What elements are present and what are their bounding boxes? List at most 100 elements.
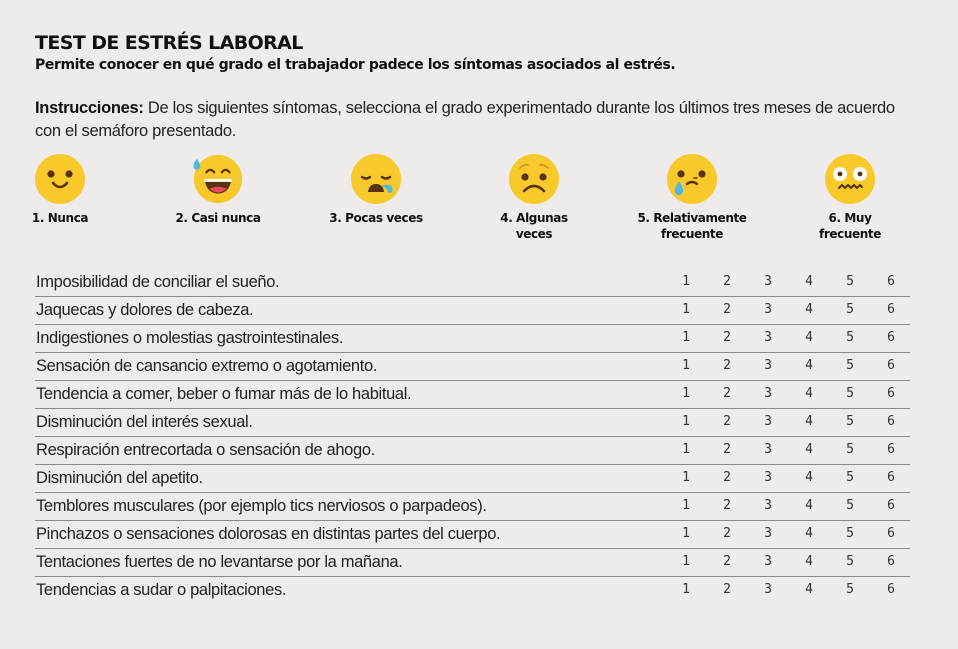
rating-option-1[interactable]: 1: [682, 526, 690, 541]
rating-option-3[interactable]: 3: [764, 554, 772, 569]
scale-label: 1. Nunca: [31, 211, 89, 225]
rating-option-2[interactable]: 2: [723, 414, 731, 429]
rating-option-6[interactable]: 6: [887, 498, 895, 513]
symptom-label: Tentaciones fuertes de no levantarse por…: [36, 553, 403, 571]
smiling-face-icon: [35, 154, 85, 204]
symptom-table: Imposibilidad de conciliar el sueño. 1 2 3 4…: [35, 269, 910, 604]
rating-option-2[interactable]: 2: [723, 358, 731, 373]
symptom-label: Pinchazos o sensaciones dolorosas en dis…: [36, 525, 501, 543]
rating-option-6[interactable]: 6: [887, 274, 895, 289]
rating-option-1[interactable]: 1: [682, 414, 690, 429]
rating-option-5[interactable]: 5: [846, 582, 854, 597]
rating-option-2[interactable]: 2: [723, 386, 731, 401]
rating-option-3[interactable]: 3: [764, 302, 772, 317]
instructions-label: Instrucciones:: [35, 99, 144, 117]
symptom-row: Sensación de cansancio extremo o agotami…: [35, 353, 910, 381]
rating-option-5[interactable]: 5: [846, 414, 854, 429]
rating-option-4[interactable]: 4: [805, 414, 813, 429]
symptom-row: Tentaciones fuertes de no levantarse por…: [35, 549, 910, 577]
rating-option-4[interactable]: 4: [805, 274, 813, 289]
symptom-row: Jaquecas y dolores de cabeza. 1 2 3 4 5 6: [35, 297, 910, 325]
rating-option-2[interactable]: 2: [723, 274, 731, 289]
rating-option-2[interactable]: 2: [723, 526, 731, 541]
rating-option-6[interactable]: 6: [887, 470, 895, 485]
anxious-face-icon: [825, 154, 875, 204]
symptom-label: Respiración entrecortada o sensación de …: [36, 441, 375, 459]
rating-option-1[interactable]: 1: [682, 498, 690, 513]
rating-option-4[interactable]: 4: [805, 498, 813, 513]
rating-option-5[interactable]: 5: [846, 274, 854, 289]
scale-label: 6. Muy frecuente: [819, 211, 881, 241]
rating-option-4[interactable]: 4: [805, 302, 813, 317]
rating-option-6[interactable]: 6: [887, 386, 895, 401]
rating-option-6[interactable]: 6: [887, 302, 895, 317]
rating-option-5[interactable]: 5: [846, 498, 854, 513]
scale-item-6: 6. Muy frecuente: [785, 153, 915, 242]
rating-option-1[interactable]: 1: [682, 358, 690, 373]
scale-item-2: 2. Casi nunca: [153, 153, 283, 226]
symptom-row: Imposibilidad de conciliar el sueño. 1 2 3 4…: [35, 269, 910, 297]
rating-option-3[interactable]: 3: [764, 498, 772, 513]
grinning-sweat-face-icon: [193, 154, 243, 204]
symptom-row: Tendencias a sudar o palpitaciones. 1 2 3 4 5…: [35, 577, 910, 604]
rating-option-1[interactable]: 1: [682, 330, 690, 345]
rating-option-1[interactable]: 1: [682, 302, 690, 317]
rating-option-3[interactable]: 3: [764, 526, 772, 541]
rating-option-1[interactable]: 1: [682, 442, 690, 457]
symptom-label: Sensación de cansancio extremo o agotami…: [36, 357, 378, 375]
rating-option-4[interactable]: 4: [805, 582, 813, 597]
rating-option-5[interactable]: 5: [846, 554, 854, 569]
rating-option-2[interactable]: 2: [723, 442, 731, 457]
rating-option-4[interactable]: 4: [805, 442, 813, 457]
rating-option-4[interactable]: 4: [805, 470, 813, 485]
rating-option-5[interactable]: 5: [846, 470, 854, 485]
rating-option-4[interactable]: 4: [805, 330, 813, 345]
rating-option-6[interactable]: 6: [887, 358, 895, 373]
rating-option-2[interactable]: 2: [723, 582, 731, 597]
rating-option-5[interactable]: 5: [846, 526, 854, 541]
rating-option-5[interactable]: 5: [846, 386, 854, 401]
rating-option-4[interactable]: 4: [805, 526, 813, 541]
symptom-row: Indigestiones o molestias gastrointestin…: [35, 325, 910, 353]
rating-option-6[interactable]: 6: [887, 526, 895, 541]
rating-option-1[interactable]: 1: [682, 554, 690, 569]
rating-option-4[interactable]: 4: [805, 386, 813, 401]
rating-option-3[interactable]: 3: [764, 582, 772, 597]
scale-label: 3. Pocas veces: [329, 211, 423, 225]
rating-option-6[interactable]: 6: [887, 330, 895, 345]
crying-face-icon: [667, 154, 717, 204]
symptom-row: Tendencia a comer, beber o fumar más de …: [35, 381, 910, 409]
rating-option-2[interactable]: 2: [723, 330, 731, 345]
rating-option-2[interactable]: 2: [723, 470, 731, 485]
rating-option-6[interactable]: 6: [887, 554, 895, 569]
scale-label: 4. Algunas veces: [500, 211, 568, 241]
rating-option-2[interactable]: 2: [723, 302, 731, 317]
rating-option-5[interactable]: 5: [846, 302, 854, 317]
symptom-row: Pinchazos o sensaciones dolorosas en dis…: [35, 521, 910, 549]
rating-option-1[interactable]: 1: [682, 470, 690, 485]
symptom-label: Tendencias a sudar o palpitaciones.: [36, 581, 287, 599]
rating-option-3[interactable]: 3: [764, 470, 772, 485]
rating-option-6[interactable]: 6: [887, 582, 895, 597]
rating-option-6[interactable]: 6: [887, 414, 895, 429]
rating-option-1[interactable]: 1: [682, 274, 690, 289]
rating-option-3[interactable]: 3: [764, 358, 772, 373]
rating-option-6[interactable]: 6: [887, 442, 895, 457]
rating-option-3[interactable]: 3: [764, 274, 772, 289]
symptom-row: Disminución del apetito. 1 2 3 4 5 6: [35, 465, 910, 493]
rating-option-2[interactable]: 2: [723, 554, 731, 569]
rating-option-5[interactable]: 5: [846, 442, 854, 457]
rating-option-3[interactable]: 3: [764, 442, 772, 457]
rating-option-3[interactable]: 3: [764, 414, 772, 429]
rating-option-5[interactable]: 5: [846, 358, 854, 373]
rating-option-1[interactable]: 1: [682, 582, 690, 597]
page-subtitle: Permite conocer en qué grado el trabajad…: [35, 57, 676, 73]
rating-option-4[interactable]: 4: [805, 554, 813, 569]
rating-option-4[interactable]: 4: [805, 358, 813, 373]
rating-option-3[interactable]: 3: [764, 330, 772, 345]
rating-option-2[interactable]: 2: [723, 498, 731, 513]
rating-option-3[interactable]: 3: [764, 386, 772, 401]
symptom-label: Disminución del apetito.: [36, 469, 203, 487]
rating-option-5[interactable]: 5: [846, 330, 854, 345]
rating-option-1[interactable]: 1: [682, 386, 690, 401]
